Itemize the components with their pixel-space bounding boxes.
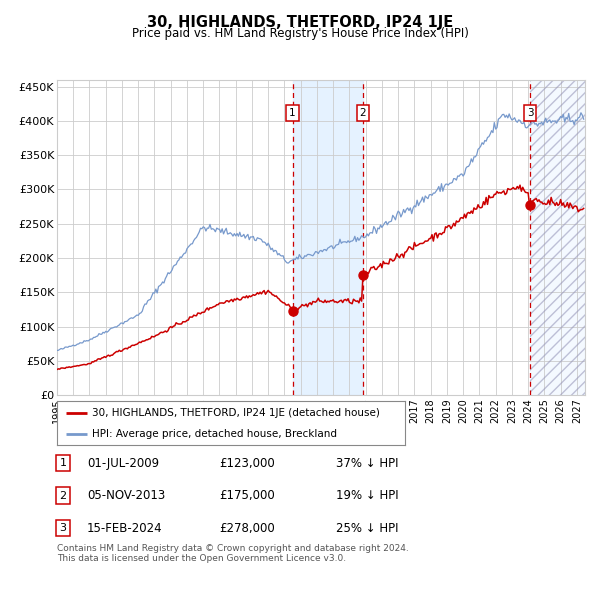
Bar [293,80,363,395]
Text: 37% ↓ HPI: 37% ↓ HPI [336,457,398,470]
Text: 01-JUL-2009: 01-JUL-2009 [87,457,159,470]
Text: 19% ↓ HPI: 19% ↓ HPI [336,489,398,502]
Text: 1: 1 [59,458,67,468]
Text: Price paid vs. HM Land Registry's House Price Index (HPI): Price paid vs. HM Land Registry's House … [131,27,469,40]
Text: £175,000: £175,000 [219,489,275,502]
Text: £123,000: £123,000 [219,457,275,470]
Text: 3: 3 [527,108,533,118]
Text: 30, HIGHLANDS, THETFORD, IP24 1JE (detached house): 30, HIGHLANDS, THETFORD, IP24 1JE (detac… [92,408,380,418]
Bar [530,80,585,395]
Text: £278,000: £278,000 [219,522,275,535]
Text: HPI: Average price, detached house, Breckland: HPI: Average price, detached house, Brec… [92,430,337,440]
Text: 30, HIGHLANDS, THETFORD, IP24 1JE: 30, HIGHLANDS, THETFORD, IP24 1JE [147,15,453,30]
Bar [530,80,585,395]
Text: 05-NOV-2013: 05-NOV-2013 [87,489,165,502]
Text: 3: 3 [59,523,67,533]
Text: Contains HM Land Registry data © Crown copyright and database right 2024.
This d: Contains HM Land Registry data © Crown c… [57,544,409,563]
Text: 2: 2 [59,491,67,500]
Text: 15-FEB-2024: 15-FEB-2024 [87,522,163,535]
Text: 25% ↓ HPI: 25% ↓ HPI [336,522,398,535]
Text: 1: 1 [289,108,296,118]
Text: 2: 2 [359,108,366,118]
